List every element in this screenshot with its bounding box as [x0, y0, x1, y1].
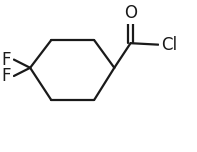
Text: O: O [124, 4, 137, 22]
Text: Cl: Cl [161, 36, 177, 54]
Text: F: F [2, 67, 11, 85]
Text: F: F [2, 51, 11, 69]
